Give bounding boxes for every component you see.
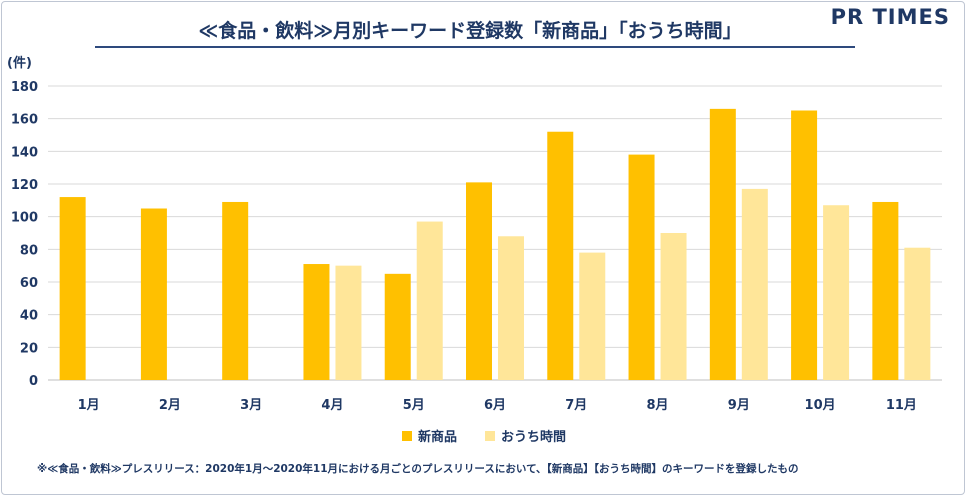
x-axis-ticks: 1月 2月 3月 4月 5月 6月 7月 8月 9月 10月 11月 [78,398,917,413]
y-axis-unit-label: (件) [7,56,32,71]
x-tick-label: 8月 [647,398,669,413]
y-tick-label: 80 [20,243,38,258]
x-tick-label: 9月 [728,398,750,413]
bar-series-2 [741,188,768,380]
bar-series-1 [628,154,655,380]
bar-series-2 [416,221,443,380]
x-tick-label: 6月 [484,398,506,413]
legend-swatch-series-2 [485,430,495,441]
bar-series-1 [547,131,574,380]
y-tick-label: 160 [11,113,38,128]
legend-swatch-series-1 [401,430,412,441]
bar-series-2 [498,236,524,380]
pr-times-logo: PR TIMES [830,5,950,29]
x-tick-label: 3月 [240,398,262,413]
y-axis-ticks: 0 20 40 60 80 100 120 140 160 180 [11,80,38,389]
legend-item-series-2: おうち時間 [485,426,566,445]
legend-label-series-2: おうち時間 [501,430,567,445]
legend-label-series-1: 新商品 [417,430,457,445]
x-tick-label: 11月 [886,398,917,413]
chart-title: ≪食品・飲料≫月別キーワード登録数「新商品」「おうち時間」 [198,20,742,42]
bar-series-1 [222,201,249,380]
x-tick-label: 2月 [159,398,181,413]
legend-item-series-1: 新商品 [401,426,457,445]
y-tick-label: 120 [11,178,38,193]
bar-series-1 [384,273,411,380]
y-tick-label: 20 [20,341,38,356]
bar-series-1 [791,110,818,380]
bar-series-2 [823,205,850,380]
title-underline [95,46,855,48]
x-tick-label: 7月 [565,398,587,413]
bar-series-1 [709,108,736,380]
bar-series-1 [140,208,167,380]
footnote: ※≪食品・飲料≫プレスリリース：2020年1月～2020年11月における月ごとの… [37,463,799,475]
y-tick-label: 0 [29,374,38,389]
bar-series-2 [335,265,362,380]
legend: 新商品 おうち時間 [0,426,968,445]
bar-series-2 [579,252,606,380]
y-tick-label: 60 [20,276,38,291]
x-tick-label: 5月 [403,398,425,413]
y-tick-label: 140 [11,145,38,160]
y-tick-label: 40 [20,309,38,324]
y-tick-label: 180 [11,80,38,95]
bar-series-2 [904,247,931,380]
bar-series-1 [59,197,86,380]
y-tick-label: 100 [11,211,38,226]
bars [59,108,931,380]
x-tick-label: 10月 [805,398,836,413]
x-tick-label: 4月 [321,398,343,413]
bar-series-1 [872,201,899,380]
x-tick-label: 1月 [78,398,100,413]
bar-series-1 [466,182,492,380]
bar-series-1 [303,264,330,380]
bar-series-2 [660,233,687,380]
